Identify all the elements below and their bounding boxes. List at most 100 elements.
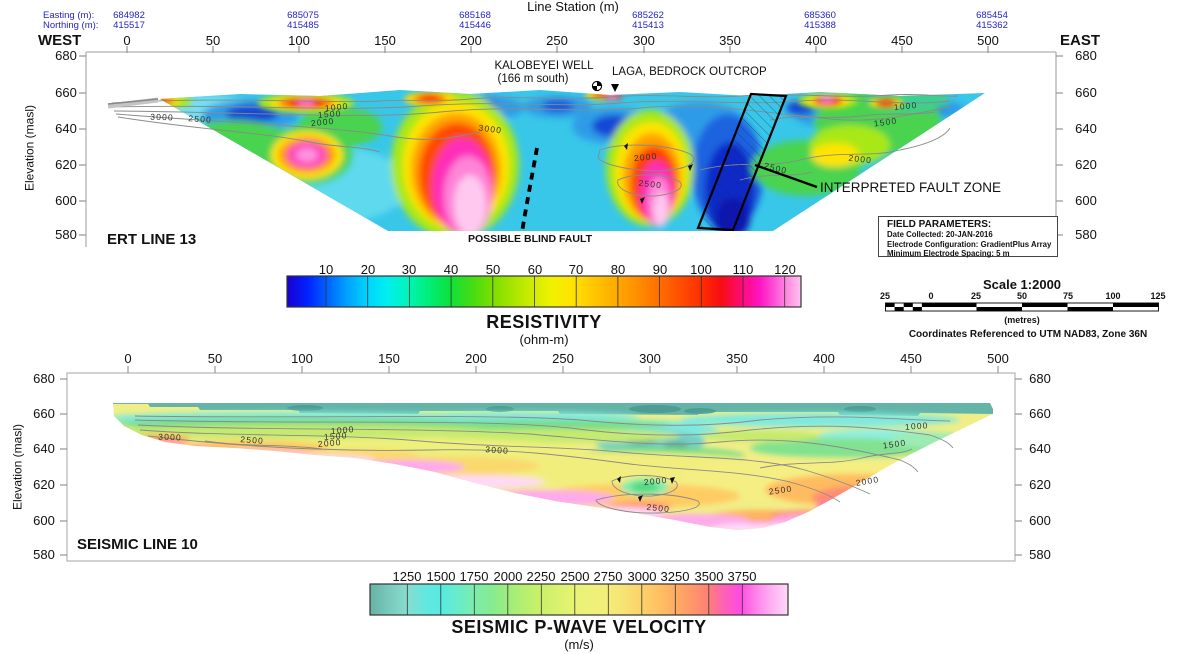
seis-cb-tick: 1250 <box>392 569 422 584</box>
seis-station-label: 200 <box>465 351 487 366</box>
res-cb-tick: 10 <box>318 262 334 277</box>
seis-cb-title: SEISMIC P-WAVE VELOCITY <box>451 617 707 637</box>
west-label: WEST <box>38 32 82 49</box>
contour-label: 1000 <box>324 101 349 113</box>
northing-label: Northing (m): <box>43 20 99 31</box>
contour-label: 2000 <box>633 151 658 163</box>
contour-label: 1000 <box>330 424 355 436</box>
seis-elev-label: 600 <box>1029 513 1051 528</box>
station-easting: 685360 <box>804 10 836 21</box>
field-parameters-box: FIELD PARAMETERS: Date Collected: 20-JAN… <box>878 216 1058 258</box>
blind-fault-annotation: POSSIBLE BLIND FAULT <box>467 233 593 245</box>
ert-y-axis-title: Elevation (masl) <box>22 104 37 192</box>
res-cb-tick: 80 <box>610 262 626 277</box>
res-cb-tick: 120 <box>774 262 796 277</box>
res-cb-tick: 70 <box>568 262 584 277</box>
ert-elev-label: 600 <box>1075 193 1097 208</box>
station-easting: 685262 <box>632 10 664 21</box>
station-easting: 685168 <box>459 10 491 21</box>
station-northing: 415517 <box>113 20 145 31</box>
contour-label: 1500 <box>324 430 348 442</box>
scale-tick: 25 <box>879 291 891 301</box>
ert-elev-label: 660 <box>1075 85 1097 100</box>
seis-elev-label: 600 <box>33 513 55 528</box>
scale-title: Scale 1:2000 <box>982 277 1062 292</box>
seismic-contour-arrows <box>617 476 675 502</box>
scale-tick: 125 <box>1150 291 1166 301</box>
station-northing: 415446 <box>459 20 491 31</box>
ert-elev-label: 620 <box>1075 157 1097 172</box>
ert-station-label: 350 <box>719 33 741 48</box>
fault-zone-leader-line <box>754 163 818 189</box>
ert-elev-label: 620 <box>55 157 77 172</box>
ert-elev-label: 580 <box>1075 227 1097 242</box>
seismic-contour-labels: 3000 2500 1000 1500 2000 3000 2000 2500 … <box>158 420 929 514</box>
interpreted-fault-zone-polygon <box>696 92 788 232</box>
well-annotation-line2: (166 m south) <box>497 73 569 85</box>
scale-tick: 50 <box>1016 291 1028 301</box>
res-cb-tick: 40 <box>443 262 459 277</box>
ert-station-label: 150 <box>374 33 396 48</box>
well-annotation-line1: KALOBEYEI WELL <box>494 60 594 72</box>
ert-station-label: 200 <box>460 33 482 48</box>
ert-station-label: 300 <box>633 33 655 48</box>
seis-station-label: 400 <box>813 351 835 366</box>
res-cb-tick: 50 <box>485 262 501 277</box>
station-northing: 415388 <box>804 20 836 31</box>
ert-station-label: 400 <box>805 33 827 48</box>
seis-cb-tick: 3750 <box>727 569 757 584</box>
ert-contour-labels: 3000 2500 1000 1500 2000 3000 2000 2500 … <box>150 100 918 190</box>
contour-label: 1000 <box>893 100 918 112</box>
res-cb-tick: 90 <box>652 262 668 277</box>
ert-elev-label: 680 <box>55 48 77 63</box>
ert-panel-title: ERT LINE 13 <box>107 231 197 248</box>
seis-cb-tick: 2750 <box>593 569 623 584</box>
seis-elev-label: 640 <box>33 441 55 456</box>
ert-station-label: 100 <box>288 33 310 48</box>
seis-station-label: 50 <box>207 351 223 366</box>
contour-label: 3000 <box>478 123 503 136</box>
station-northing: 415485 <box>287 20 319 31</box>
ert-surface-hachure <box>107 97 159 109</box>
seis-cb-tick: 2000 <box>493 569 523 584</box>
contour-label: 2500 <box>240 434 264 446</box>
contour-label: 2000 <box>310 116 335 128</box>
seis-cb-units: (m/s) <box>564 637 594 652</box>
ert-elev-label: 680 <box>1075 48 1097 63</box>
field-parameter-line: Electrode Configuration: GradientPlus Ar… <box>887 239 1052 249</box>
station-easting: 684982 <box>113 10 145 21</box>
contour-label: 2000 <box>855 474 880 488</box>
seis-elev-label: 680 <box>33 371 55 386</box>
seis-elev-label: 680 <box>1029 371 1051 386</box>
contour-label: 1500 <box>873 115 898 128</box>
ert-contour-arrows <box>624 143 693 204</box>
outcrop-marker-icon <box>611 84 619 92</box>
seis-elev-label: 660 <box>33 406 55 421</box>
res-cb-title: RESISTIVITY <box>486 312 602 332</box>
seis-station-label: 450 <box>900 351 922 366</box>
ert-station-label: 250 <box>546 33 568 48</box>
seis-elev-label: 660 <box>1029 406 1051 421</box>
seis-cb-tick: 3500 <box>694 569 724 584</box>
seis-station-label: 100 <box>291 351 313 366</box>
field-parameter-line: Minimum Electrode Spacing: 5 m <box>887 249 1010 258</box>
ert-station-label: 0 <box>123 33 131 48</box>
ert-elev-label: 660 <box>55 85 77 100</box>
ert-elev-label: 600 <box>55 193 77 208</box>
ert-station-label: 450 <box>891 33 913 48</box>
seis-elev-label: 580 <box>33 547 55 562</box>
ert-station-label: 500 <box>977 33 999 48</box>
well-symbol-icon <box>591 80 603 92</box>
contour-label: 1500 <box>882 437 907 450</box>
easting-label: Easting (m): <box>43 10 95 21</box>
contour-label: 3000 <box>485 444 509 456</box>
east-label: EAST <box>1060 32 1101 49</box>
seis-station-label: 350 <box>726 351 748 366</box>
res-cb-tick: 20 <box>360 262 376 277</box>
contour-label: 3000 <box>150 112 174 123</box>
ert-elev-label: 640 <box>1075 121 1097 136</box>
seismic-axes <box>60 366 1022 562</box>
seismic-panel-title: SEISMIC LINE 10 <box>77 536 198 553</box>
seis-station-label: 300 <box>639 351 661 366</box>
